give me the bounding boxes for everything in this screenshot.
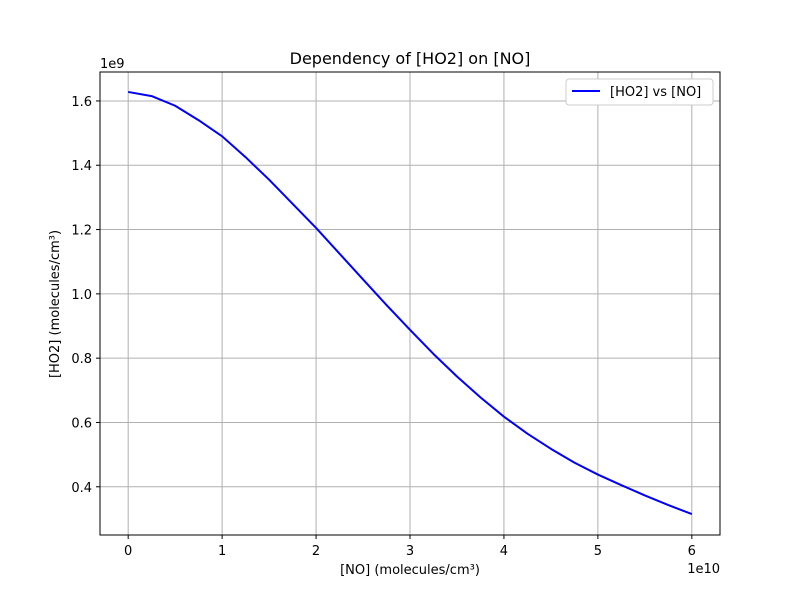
legend-box [565,78,714,106]
x-axis-label: [NO] (molecules/cm³) [340,563,480,578]
y-axis-label: [HO2] (molecules/cm³) [48,230,63,378]
y-tick-label: 1.2 [71,224,92,239]
y-axis-multiplier: 1e9 [100,57,125,72]
x-tick-label: 2 [312,544,320,559]
y-tick-label: 0.6 [71,416,92,431]
legend: [HO2] vs [NO] [565,78,714,106]
y-tick-label: 1.6 [71,95,92,110]
series-layer [128,90,693,516]
legend-label: [HO2] vs [NO] [610,85,701,100]
grid [100,72,720,535]
y-tick-label: 1.4 [71,159,92,174]
y-tick-label: 1.0 [71,288,92,303]
y-axis: 0.4 0.6 0.8 1.0 1.2 1.4 1.6 [71,95,100,496]
x-tick-label: 5 [594,544,602,559]
chart-title: Dependency of [HO2] on [NO] [290,49,531,68]
x-tick-label: 1 [218,544,226,559]
series-line [128,90,693,516]
x-tick-label: 0 [124,544,132,559]
x-tick-label: 3 [406,544,414,559]
x-axis: 0 1 2 3 4 5 6 [124,535,696,559]
x-tick-label: 4 [500,544,508,559]
x-axis-multiplier: 1e10 [687,562,720,577]
x-tick-label: 6 [688,544,696,559]
y-tick-label: 0.8 [71,352,92,367]
y-tick-label: 0.4 [71,481,92,496]
